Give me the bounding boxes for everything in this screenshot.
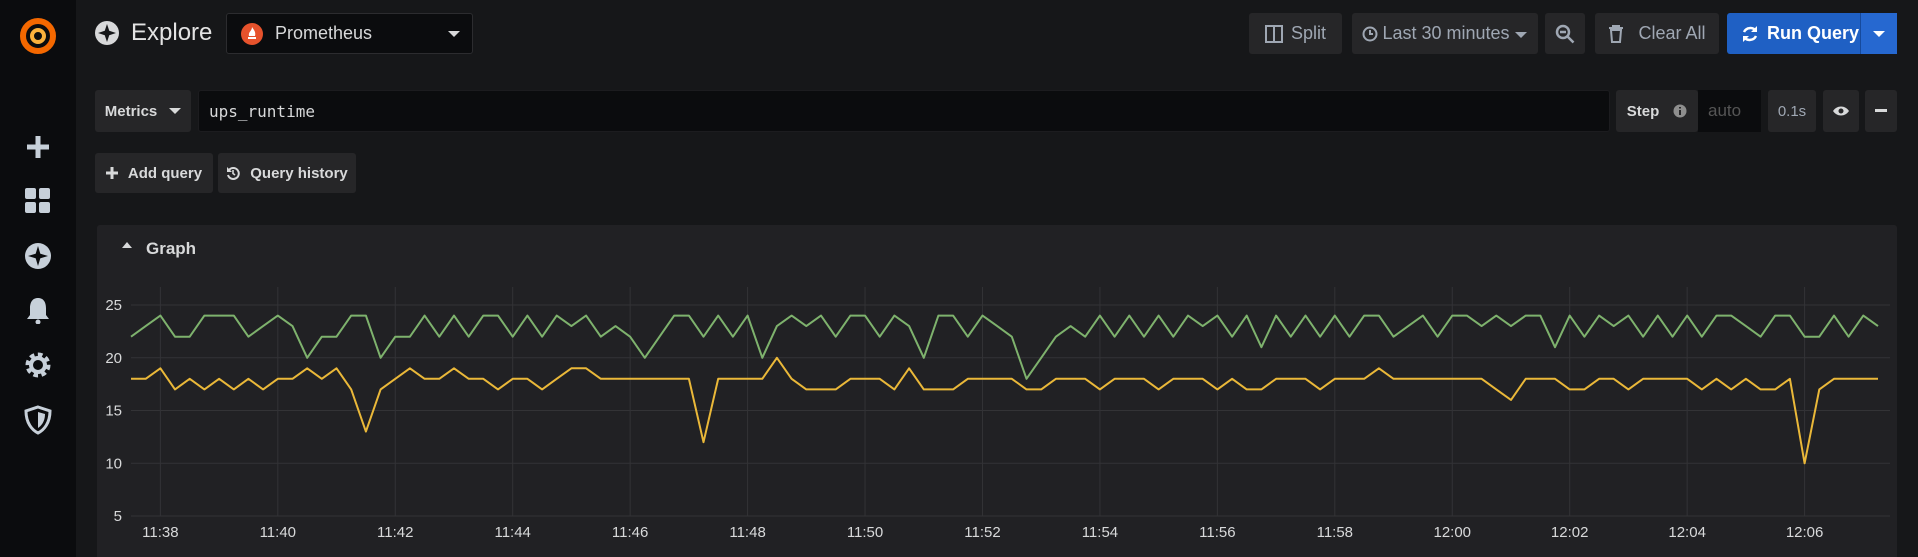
- series-line: [130, 314, 1879, 380]
- series-line: [131, 356, 1878, 465]
- dashboards-icon[interactable]: [24, 187, 52, 215]
- x-tick-label: 11:38: [142, 524, 178, 541]
- x-tick-label: 11:40: [260, 524, 296, 541]
- prometheus-icon: [241, 22, 263, 45]
- x-tick-label: 12:04: [1668, 524, 1706, 541]
- datasource-picker[interactable]: Prometheus: [226, 13, 473, 54]
- x-tick-label: 11:52: [964, 524, 1000, 541]
- info-icon: [1673, 104, 1687, 118]
- minus-icon: [1875, 109, 1887, 112]
- x-tick-label: 12:00: [1433, 524, 1471, 541]
- metrics-button[interactable]: Metrics: [95, 90, 191, 132]
- step-placeholder: auto: [1708, 101, 1742, 120]
- plus-icon: [105, 167, 118, 179]
- x-tick-label: 11:48: [729, 524, 765, 541]
- query-input[interactable]: ups_runtime: [198, 90, 1610, 132]
- x-tick-label: 11:58: [1317, 524, 1353, 541]
- y-tick-label: 15: [105, 403, 122, 420]
- x-tick-label: 12:02: [1551, 524, 1589, 541]
- x-tick-label: 11:44: [494, 524, 530, 541]
- refresh-icon: [1742, 25, 1758, 42]
- y-tick-label: 20: [105, 350, 122, 367]
- clear-all-button[interactable]: Clear All: [1595, 13, 1719, 54]
- alerting-icon[interactable]: [24, 296, 52, 324]
- step-label: Step: [1616, 90, 1698, 132]
- x-tick-label: 11:56: [1199, 524, 1235, 541]
- split-button[interactable]: Split: [1249, 13, 1342, 54]
- chart: 5 10 15 20 25 11:38 11:40 11:42 11:44 11:46 11:48 1…: [105, 287, 1890, 541]
- add-query-label: Add query: [127, 164, 203, 182]
- query-expression: ups_runtime: [209, 101, 315, 121]
- y-tick-label: 10: [105, 455, 122, 472]
- y-tick-label: 5: [114, 508, 122, 525]
- create-icon[interactable]: [24, 133, 52, 161]
- datasource-name: Prometheus: [275, 23, 373, 43]
- history-icon: [227, 167, 240, 180]
- clock-icon: [1362, 26, 1378, 41]
- collapse-caret[interactable]: [122, 241, 134, 249]
- x-tick-label: 11:46: [612, 524, 648, 541]
- sidebar: [0, 0, 76, 557]
- configuration-icon[interactable]: [24, 351, 52, 379]
- x-tick-label: 11:42: [377, 524, 413, 541]
- toggle-visibility-button[interactable]: [1823, 90, 1859, 132]
- metrics-label: Metrics: [104, 102, 158, 120]
- eye-icon: [1833, 106, 1849, 116]
- query-history-button[interactable]: Query history: [218, 153, 356, 193]
- x-tick-label: 11:50: [847, 524, 883, 541]
- graph-panel: Graph 5 10 15 20 25 11:38 11:40 11:42 11:44 11:46…: [97, 225, 1897, 557]
- server-admin-icon[interactable]: [24, 405, 52, 435]
- explore-icon[interactable]: [24, 242, 52, 270]
- query-history-label: Query history: [250, 164, 348, 182]
- grafana-logo[interactable]: [16, 14, 60, 58]
- split-icon: [1264, 24, 1283, 43]
- dropdown-caret: [169, 108, 182, 114]
- panel-title[interactable]: Graph: [146, 239, 197, 258]
- step-input[interactable]: auto: [1698, 90, 1761, 132]
- dropdown-caret: [448, 30, 460, 37]
- run-query-label: Run Query: [1767, 23, 1860, 43]
- query-time-label: 0.1s: [1777, 102, 1807, 120]
- page-title: Explore: [131, 19, 213, 46]
- zoom-out-icon: [1555, 24, 1575, 43]
- trash-icon: [1609, 24, 1624, 43]
- x-tick-label: 11:54: [1082, 524, 1118, 541]
- time-picker[interactable]: Last 30 minutes: [1352, 13, 1538, 54]
- add-query-button[interactable]: Add query: [95, 153, 213, 193]
- query-time: 0.1s: [1768, 90, 1816, 132]
- explore-title-icon: [95, 21, 119, 45]
- dropdown-caret: [1873, 30, 1885, 37]
- step-text: Step: [1626, 102, 1660, 120]
- dropdown-caret: [1514, 31, 1527, 38]
- clear-all-label: Clear All: [1638, 23, 1706, 43]
- time-range-label: Last 30 minutes: [1382, 23, 1510, 43]
- run-query-button[interactable]: Run Query: [1727, 13, 1897, 54]
- split-label: Split: [1290, 23, 1326, 43]
- x-tick-label: 12:06: [1786, 524, 1824, 541]
- y-tick-label: 25: [105, 297, 122, 314]
- zoom-out-button[interactable]: [1545, 13, 1585, 54]
- remove-query-button[interactable]: [1865, 90, 1897, 132]
- run-query-menu[interactable]: [1860, 13, 1897, 54]
